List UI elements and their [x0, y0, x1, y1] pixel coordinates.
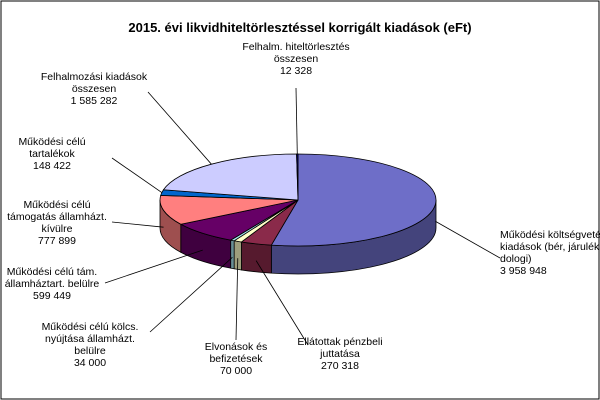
slice-name-label: befizetések — [209, 353, 263, 365]
leader-line — [235, 258, 239, 341]
slice-name-label: Működési célú kölcs. — [42, 321, 139, 333]
slice-name-label: Elvonások és — [205, 341, 267, 353]
slice-name-label: Működési célú — [18, 136, 85, 148]
slice-name-label: összesen — [72, 83, 117, 95]
slice-name-label: nyújtása államházt. — [45, 333, 135, 345]
leader-line — [104, 249, 203, 284]
slice-name-label: tartalékok — [29, 148, 75, 160]
slice-name-label: támogatás államházt. — [7, 211, 107, 223]
slice-name-label: belülre — [74, 345, 106, 357]
pie-slice-side — [241, 241, 272, 274]
slice-label-group: Működési célú kölcs.nyújtása államházt.b… — [42, 321, 139, 369]
slice-name-label: Felhalm. hiteltörlesztés — [242, 41, 349, 53]
pie-slice-side — [230, 239, 235, 270]
leader-line — [295, 87, 298, 155]
leader-line — [111, 221, 164, 228]
slice-value-label: 270 318 — [321, 360, 359, 372]
leader-line — [111, 157, 163, 193]
slice-value-label: 34 000 — [74, 357, 106, 369]
pie-slice — [159, 195, 299, 225]
slice-value-label: 777 899 — [38, 235, 76, 247]
slice-name-label: kiadások (bér, járulék, — [500, 241, 600, 253]
slice-label-group: Működési célú tám.államháztart. belülre5… — [5, 266, 100, 302]
leader-line — [149, 256, 233, 333]
leader-line — [435, 220, 501, 259]
slice-value-label: 1 585 282 — [71, 95, 118, 107]
slice-name-label: Működési célú tám. — [7, 266, 97, 278]
slice-name-label: Ellátottak pénzbeli — [297, 336, 382, 348]
leader-line — [255, 260, 309, 346]
slice-name-label: összesen — [274, 53, 319, 65]
slice-value-label: 3 958 948 — [500, 265, 547, 277]
slice-name-label: államháztart. belülre — [5, 278, 100, 290]
slice-name-label: Működési költségvetés — [500, 229, 600, 241]
chart-title: 2015. évi likvidhiteltörlesztéssel korri… — [128, 20, 471, 35]
pie-tops — [159, 153, 437, 247]
slice-value-label: 599 449 — [33, 290, 71, 302]
slice-value-label: 12 328 — [280, 65, 312, 77]
slice-value-label: 70 000 — [220, 365, 252, 377]
leader-line — [147, 91, 212, 165]
slice-value-label: 148 422 — [33, 160, 71, 172]
pie-slice — [162, 153, 299, 201]
pie-slice — [270, 153, 437, 247]
slice-name-label: kívülre — [42, 223, 73, 235]
slice-name-label: dologi) — [500, 253, 532, 265]
slice-name-label: Működési célú — [23, 199, 90, 211]
slice-name-label: Felhalmozási kiadások — [41, 71, 148, 83]
leader-lines — [104, 87, 501, 346]
slice-name-label: juttatása — [319, 348, 360, 360]
